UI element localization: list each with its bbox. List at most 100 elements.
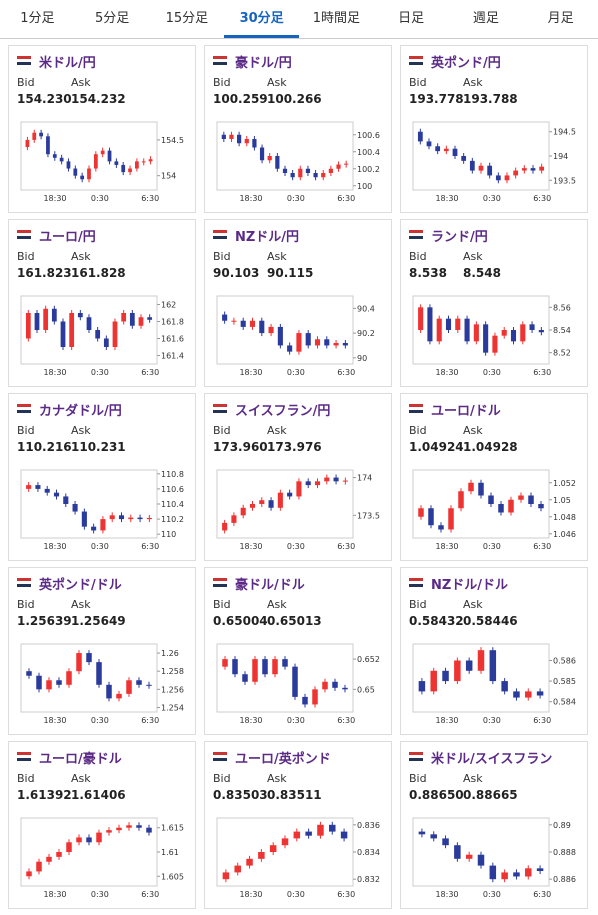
ask-label: Ask (71, 250, 91, 263)
pair-link[interactable]: 豪ドル/円 (235, 56, 292, 71)
candle (269, 845, 277, 852)
candle (418, 681, 426, 692)
ask-label: Ask (267, 250, 287, 263)
candle (292, 666, 298, 697)
pair-link[interactable]: ランド/円 (431, 230, 488, 245)
candle (148, 159, 153, 162)
pair-link[interactable]: ユーロ/英ポンド (235, 752, 331, 767)
timeframe-tab[interactable]: 日足 (398, 11, 425, 26)
candle (438, 525, 444, 530)
flag-icon (409, 752, 423, 761)
y-tick-label: 110.4 (161, 500, 184, 509)
x-tick-label: 0:30 (91, 368, 109, 377)
flag-icon (213, 578, 227, 587)
pair-link[interactable]: 米ドル/円 (39, 56, 96, 71)
x-tick-label: 0:30 (483, 368, 501, 377)
mini-chart: 162 161.8 161.6 161.4 18:30 0:30 6:30 (20, 295, 184, 377)
candle (32, 132, 37, 140)
candle (452, 148, 458, 156)
bid-label: Bid (17, 76, 35, 89)
y-tick-label: 1.256 (161, 685, 184, 694)
x-tick-label: 6:30 (141, 194, 159, 203)
candle (232, 659, 238, 675)
candle (26, 671, 32, 676)
candle (141, 161, 146, 163)
candle (39, 132, 43, 137)
candle (80, 175, 85, 180)
timeframe-tab[interactable]: 1時間足 (312, 11, 361, 26)
y-tick-label: 154.5 (161, 136, 184, 145)
candle (93, 154, 98, 169)
timeframe-tab[interactable]: 30分足 (224, 0, 299, 38)
pair-link[interactable]: スイスフラン/円 (235, 404, 331, 419)
mini-chart: 0.586 0.585 0.584 18:30 0:30 6:30 (412, 643, 576, 725)
x-tick-label: 18:30 (435, 716, 458, 725)
mini-chart: 194.5 194 193.5 18:30 0:30 6:30 (412, 121, 576, 203)
candle (513, 170, 519, 176)
candle (36, 675, 42, 690)
bid-value: 0.83503 (213, 788, 268, 802)
timeframe-tab[interactable]: 5分足 (94, 11, 130, 26)
mini-chart: 1.26 1.258 1.256 1.254 18:30 0:30 6:30 (20, 643, 184, 725)
candle (259, 320, 265, 334)
bid-value: 173.960 (213, 440, 268, 454)
bid-label: Bid (409, 424, 427, 437)
y-tick-label: 1.61 (161, 848, 179, 857)
candle (66, 161, 71, 169)
rate-card: スイスフラン/円 Bid Ask 173.960 173.976 174 173.5 18:3… (204, 393, 392, 561)
plot-frame (216, 469, 354, 539)
candle (435, 146, 441, 152)
candle (336, 164, 341, 169)
pair-link[interactable]: ユーロ/ドル (431, 404, 501, 419)
candle (508, 499, 514, 513)
y-tick-label: 154 (161, 172, 176, 181)
x-tick-label: 0:30 (483, 542, 501, 551)
timeframe-tab[interactable]: 15分足 (165, 11, 209, 26)
bid-value: 1.25639 (17, 614, 72, 628)
pair-link[interactable]: ユーロ/円 (39, 230, 96, 245)
candle (222, 522, 228, 531)
candle (322, 681, 328, 690)
candle (126, 680, 132, 694)
y-tick-label: 1.254 (161, 703, 184, 712)
candle (465, 854, 473, 859)
y-tick-label: 194.5 (553, 128, 576, 137)
timeframe-tab[interactable]: 週足 (472, 11, 499, 26)
candle (252, 659, 258, 682)
pair-link[interactable]: 英ポンド/ドル (39, 578, 122, 593)
y-tick-label: 8.56 (553, 303, 571, 312)
pair-link[interactable]: 米ドル/スイスフラン (431, 752, 553, 767)
candle (501, 330, 507, 336)
pair-link[interactable]: NZドル/円 (235, 230, 300, 245)
pair-link[interactable]: 豪ドル/ドル (235, 578, 305, 593)
x-tick-label: 0:30 (91, 716, 109, 725)
pair-link[interactable]: ユーロ/豪ドル (39, 752, 122, 767)
bid-label: Bid (213, 76, 231, 89)
y-tick-label: 0.586 (553, 656, 576, 665)
candle (128, 517, 134, 520)
flag-icon (17, 230, 31, 239)
candle (46, 680, 52, 690)
pair-link[interactable]: 英ポンド/円 (431, 56, 501, 71)
bid-value: 1.04924 (409, 440, 464, 454)
candle (443, 148, 449, 152)
ask-value: 0.88665 (463, 788, 518, 802)
candle (34, 313, 40, 330)
timeframe-tab[interactable]: 1分足 (20, 11, 55, 26)
pair-link[interactable]: カナダドル/円 (39, 404, 122, 419)
timeframe-tab[interactable]: 月足 (547, 11, 574, 26)
x-tick-label: 18:30 (43, 890, 66, 899)
candle (73, 168, 78, 176)
candle (129, 313, 135, 326)
candle (138, 317, 144, 326)
ask-value: 193.788 (463, 92, 518, 106)
bid-value: 193.778 (409, 92, 464, 106)
candle (324, 477, 330, 482)
candle (539, 166, 545, 171)
x-tick-label: 0:30 (287, 194, 305, 203)
bid-label: Bid (17, 250, 35, 263)
bid-label: Bid (213, 424, 231, 437)
candle (146, 684, 152, 686)
candle (418, 831, 426, 835)
pair-link[interactable]: NZドル/ドル (431, 578, 509, 593)
